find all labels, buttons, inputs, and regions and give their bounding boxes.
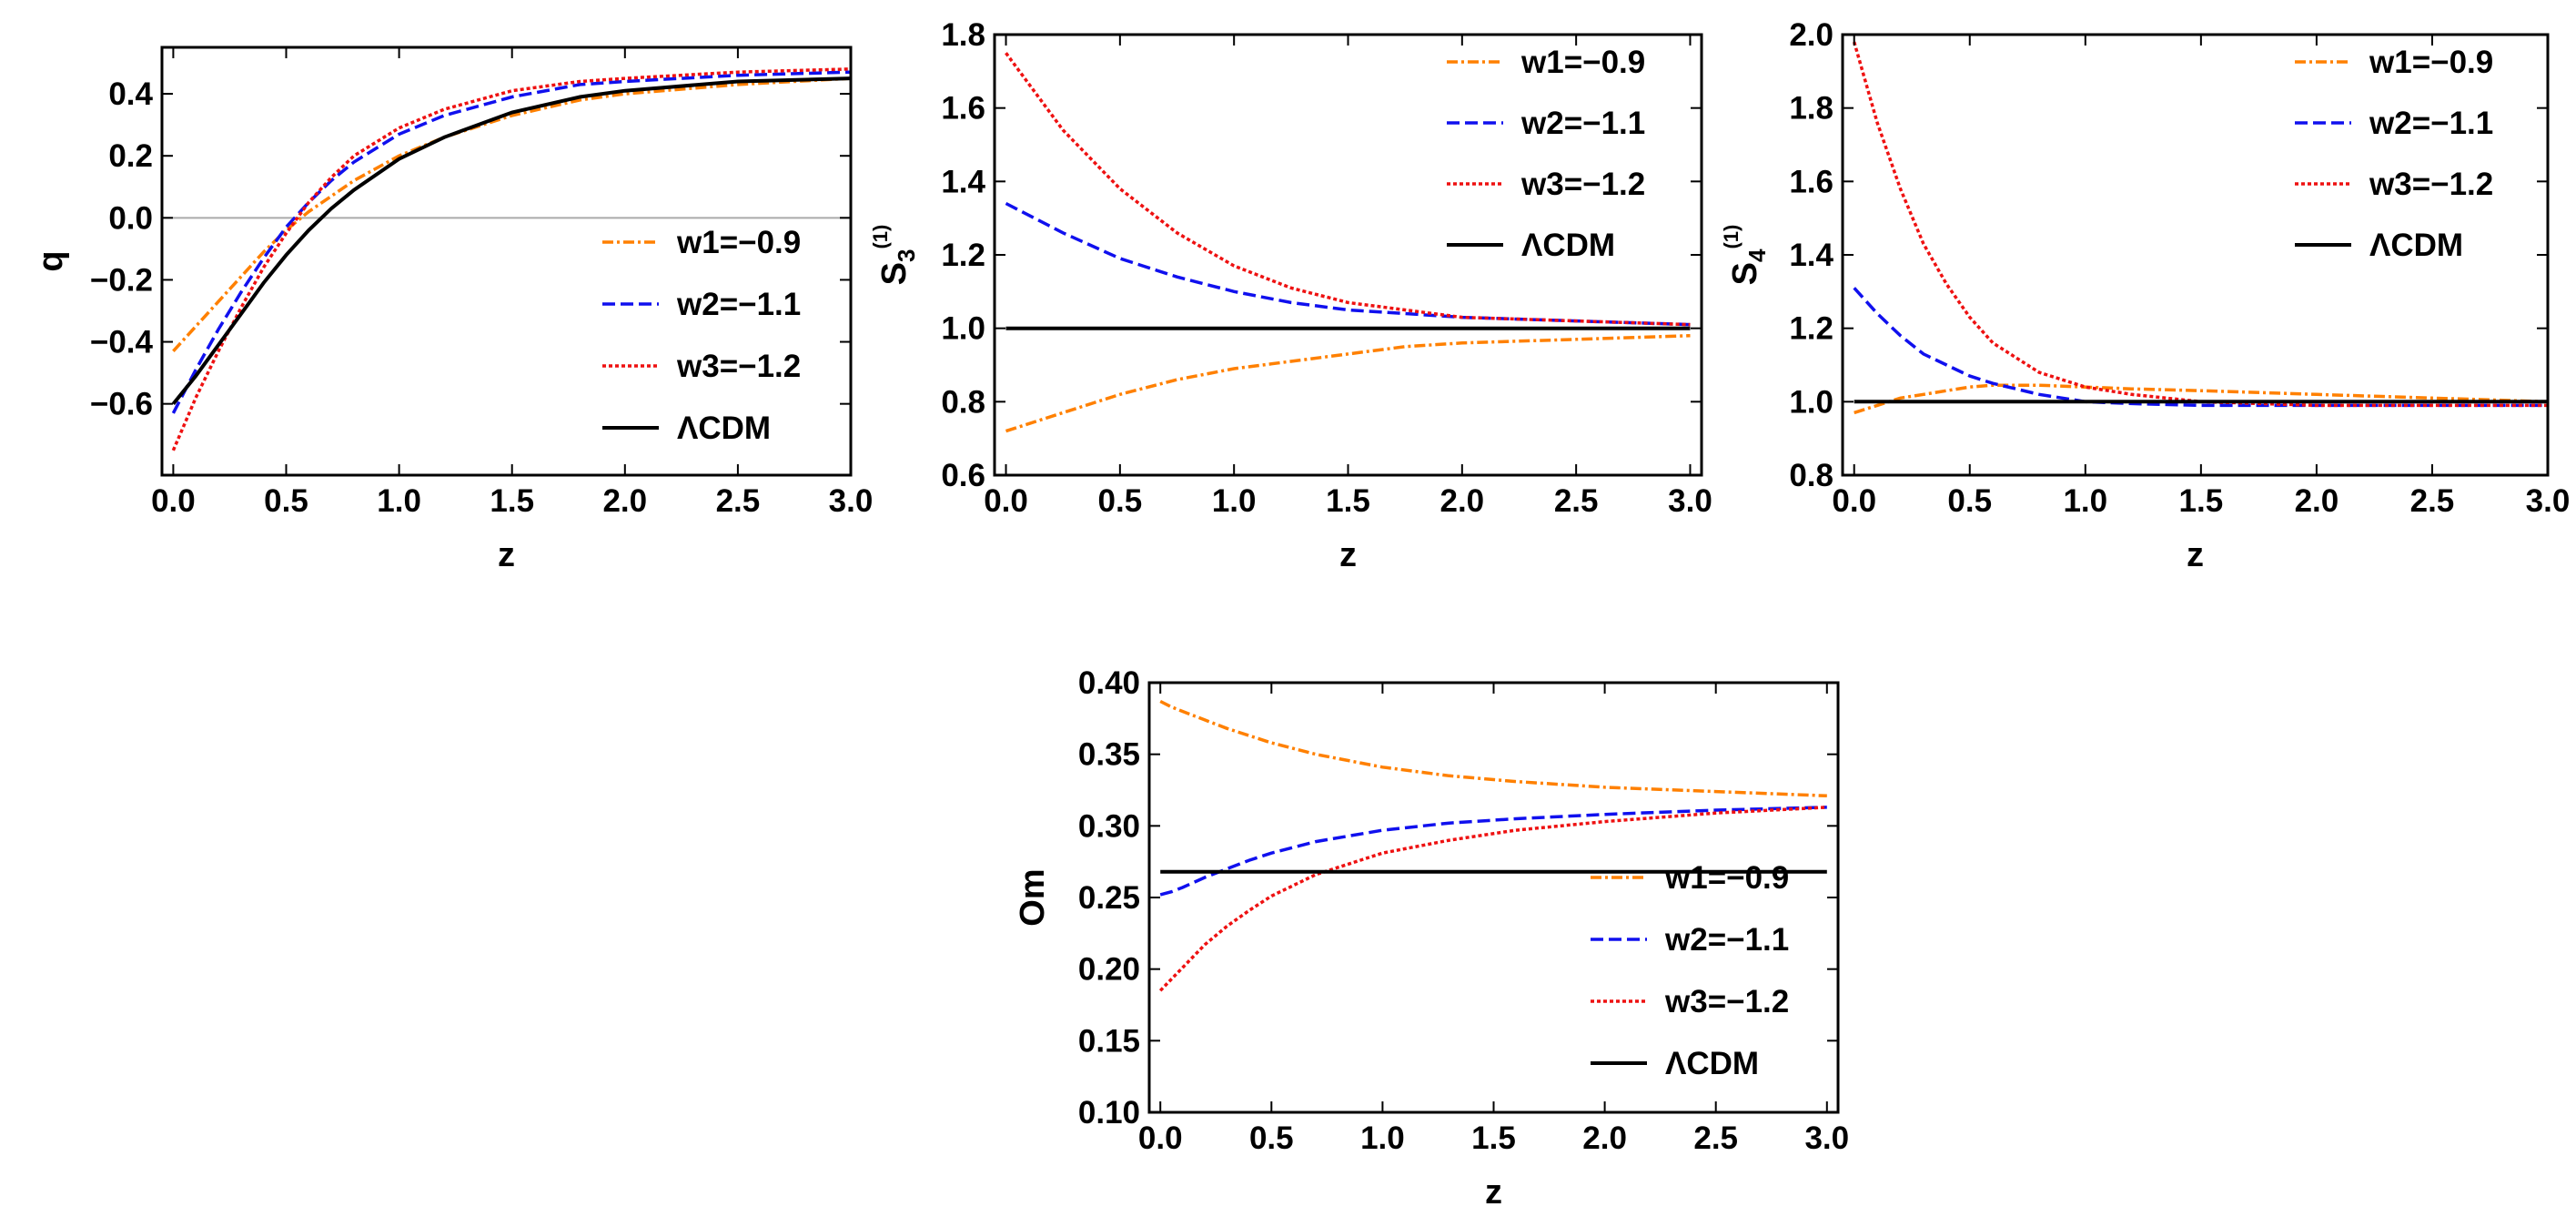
x-tick-label: 3.0 [2526,483,2571,519]
x-tick-label: 3.0 [1804,1121,1849,1156]
panel-s3-statefinder: 0.0 0.5 1.0 1.5 2.0 2.5 3.0 0.6 0.8 1.0 1.2 1.4 1.6 1… [869,17,1712,574]
x-tick-label: 1.0 [1212,483,1257,519]
y-tick-label: 1.6 [1789,164,1834,199]
legend-label-w3: w3=−1.2 [1520,167,1645,202]
x-tick-label: 3.0 [1668,483,1712,519]
legend-label-w3: w3=−1.2 [1664,984,1789,1019]
y-tick-label: 0.25 [1078,880,1140,916]
x-tick-label: 1.5 [1471,1121,1516,1156]
series-line-w3 [1005,52,1691,327]
y-tick-label: 0.8 [1789,458,1834,493]
x-tick-label: 0.0 [151,483,196,519]
series-line-w3 [1158,806,1827,992]
panel-om-diagnostic: 0.0 0.5 1.0 1.5 2.0 2.5 3.0 0.10 0.15 0.20 0.25 0.3… [1014,665,1849,1212]
y-tick-label: −0.2 [90,262,153,298]
y-tick-label: 0.35 [1078,737,1140,773]
series-line-w2 [1005,201,1691,327]
y-tick-label: 0.4 [108,76,153,112]
x-tick-label: 1.5 [1326,483,1370,519]
y-tick-label: 0.0 [108,200,153,236]
y-tick-label: 1.0 [941,311,985,347]
y-tick-label: 0.20 [1078,952,1140,988]
series-line-w2 [171,70,852,414]
x-tick-label: 3.0 [829,483,874,519]
y-tick-label: 0.8 [941,384,985,420]
x-tick-label: 0.5 [1098,483,1143,519]
x-tick-label: 2.0 [1582,1121,1627,1156]
legend-label-lcdm: ΛCDM [677,411,771,446]
series-line-w3 [1853,41,2548,408]
x-tick-label: 2.5 [1693,1121,1738,1156]
legend-label-w2: w2=−1.1 [676,287,801,322]
panel-q-deceleration-parameter: 0.0 0.5 1.0 1.5 2.0 2.5 3.0 −0.6 −0.4 −0.2 0.0 0.2 0… [32,46,874,574]
legend-label-w1: w1=−0.9 [2369,45,2493,80]
x-axis-label: z [2187,536,2204,574]
legend-label-lcdm: ΛCDM [1521,228,1615,263]
legend-label-w1: w1=−0.9 [1664,860,1789,896]
x-axis-label: z [1485,1173,1502,1212]
series-line-w2 [1159,806,1827,897]
y-tick-label: 0.10 [1078,1095,1140,1131]
x-tick-label: 0.0 [1832,483,1876,519]
legend-label-w3: w3=−1.2 [2369,167,2493,202]
x-axis-label: z [498,536,515,574]
legend-label-w3: w3=−1.2 [676,349,801,384]
x-tick-label: 2.0 [2295,483,2339,519]
legend-label-lcdm: ΛCDM [1665,1046,1759,1081]
y-tick-label: 0.15 [1078,1023,1140,1059]
y-tick-label: −0.6 [90,387,153,422]
legend-label-lcdm: ΛCDM [2369,228,2463,263]
series-line-lcdm [171,76,852,405]
panel-s4-statefinder: 0.0 0.5 1.0 1.5 2.0 2.5 3.0 0.8 1.0 1.2 1.4 1.6 1.8 2… [1720,17,2570,574]
y-axis-label: q [32,250,70,271]
y-axis-label: Om [1014,868,1052,926]
x-tick-label: 0.0 [984,483,1028,519]
y-tick-label: 1.4 [941,164,985,199]
legend-label-w1: w1=−0.9 [1520,45,1645,80]
y-tick-label: 0.6 [941,458,985,493]
x-tick-label: 2.0 [1440,483,1484,519]
x-tick-label: 1.0 [2063,483,2107,519]
y-tick-label: 1.8 [941,17,985,53]
legend-label-w2: w2=−1.1 [1520,106,1645,141]
x-tick-label: 2.5 [2410,483,2455,519]
x-tick-label: 1.0 [377,483,421,519]
x-tick-label: 2.5 [716,483,761,519]
series-line-w1 [1854,383,2549,415]
series-line-w1 [1005,333,1691,433]
series-line-w1 [1159,699,1827,798]
series-line-w3 [171,67,852,451]
x-tick-label: 1.5 [2179,483,2224,519]
y-tick-label: 0.40 [1078,665,1140,701]
x-tick-label: 1.5 [490,483,534,519]
y-tick-label: 1.2 [1789,311,1834,347]
x-tick-label: 2.5 [1554,483,1599,519]
y-tick-label: 1.0 [1789,384,1834,420]
y-tick-label: 1.8 [1789,91,1834,127]
y-tick-label: 1.6 [941,91,985,127]
x-tick-label: 2.0 [602,483,647,519]
y-tick-label: 2.0 [1789,17,1834,53]
y-tick-label: 0.2 [108,138,153,174]
x-tick-label: 1.0 [1360,1121,1405,1156]
y-axis-label: S3(1) [869,225,920,286]
x-tick-label: 0.5 [1249,1121,1294,1156]
y-axis-label: S4(1) [1720,225,1771,286]
y-tick-label: 1.4 [1789,238,1834,273]
x-tick-label: 0.0 [1138,1121,1183,1156]
y-tick-label: −0.4 [90,325,154,360]
y-tick-label: 0.30 [1078,808,1140,844]
x-tick-label: 0.5 [264,483,308,519]
plot-frame [160,46,853,477]
legend-label-w2: w2=−1.1 [2369,106,2493,141]
x-axis-label: z [1339,536,1357,574]
legend-label-w1: w1=−0.9 [676,225,801,260]
series-line-w1 [172,76,852,352]
x-tick-label: 0.5 [1947,483,1992,519]
legend-label-w2: w2=−1.1 [1664,922,1789,958]
y-tick-label: 1.2 [941,238,985,273]
